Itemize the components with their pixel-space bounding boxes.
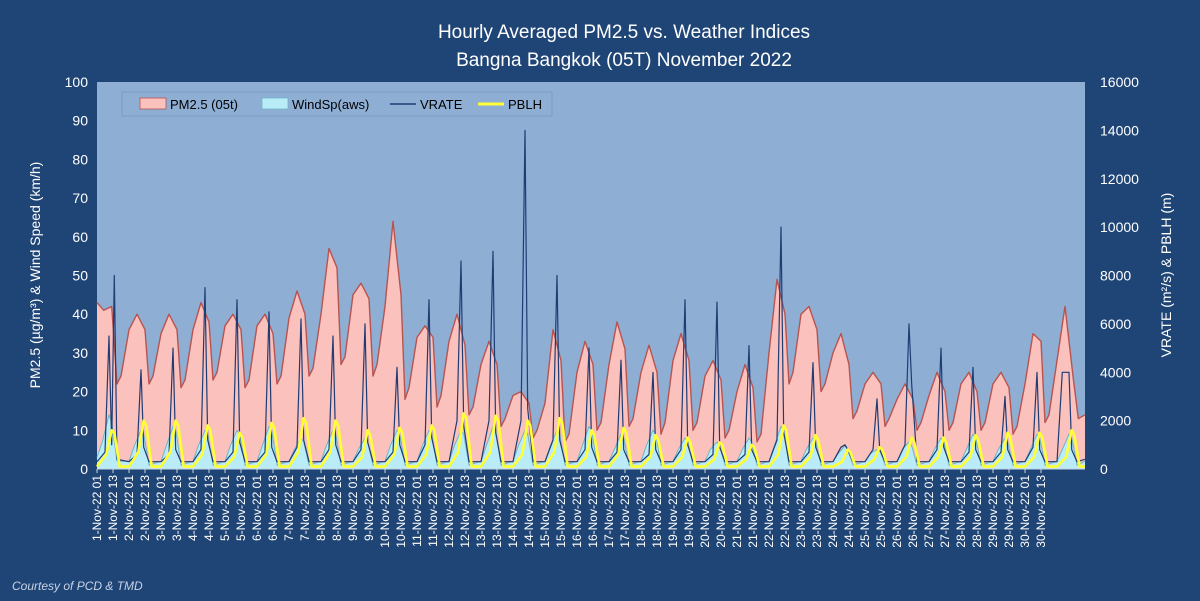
x-tick-label: 28-Nov-22 01 (954, 475, 968, 548)
x-tick-label: 22-Nov-22 13 (778, 475, 792, 548)
x-tick-label: 9-Nov-22 13 (362, 475, 376, 541)
y-left-tick-label: 0 (80, 461, 88, 477)
x-tick-label: 30-Nov-22 01 (1018, 475, 1032, 548)
y-right-tick-label: 14000 (1100, 122, 1139, 138)
y-right-tick-label: 4000 (1100, 364, 1131, 380)
y-right-tick-label: 0 (1100, 461, 1108, 477)
x-tick-label: 2-Nov-22 13 (138, 475, 152, 541)
x-tick-label: 4-Nov-22 13 (202, 475, 216, 541)
x-tick-label: 25-Nov-22 13 (874, 475, 888, 548)
y-left-tick-label: 20 (72, 384, 88, 400)
credit-text: Courtesy of PCD & TMD (12, 579, 143, 593)
x-tick-label: 26-Nov-22 01 (890, 475, 904, 548)
x-tick-label: 20-Nov-22 01 (698, 475, 712, 548)
x-tick-label: 14-Nov-22 13 (522, 475, 536, 548)
chart-subtitle: Bangna Bangkok (05T) November 2022 (456, 50, 792, 71)
x-tick-label: 5-Nov-22 01 (218, 475, 232, 541)
x-tick-label: 4-Nov-22 01 (186, 475, 200, 541)
y-right-tick-label: 12000 (1100, 171, 1139, 187)
y-left-tick-label: 80 (72, 151, 88, 167)
x-tick-label: 7-Nov-22 01 (282, 475, 296, 541)
x-tick-label: 13-Nov-22 01 (474, 475, 488, 548)
x-tick-label: 24-Nov-22 13 (842, 475, 856, 548)
legend-label: VRATE (420, 97, 463, 112)
x-tick-label: 7-Nov-22 13 (298, 475, 312, 541)
y-left-tick-label: 100 (65, 74, 89, 90)
x-tick-label: 17-Nov-22 13 (618, 475, 632, 548)
y-right-tick-label: 6000 (1100, 316, 1131, 332)
x-tick-label: 29-Nov-22 13 (1002, 475, 1016, 548)
x-tick-label: 5-Nov-22 13 (234, 475, 248, 541)
x-tick-label: 10-Nov-22 01 (378, 475, 392, 548)
y-right-tick-label: 2000 (1100, 413, 1131, 429)
x-tick-label: 3-Nov-22 13 (170, 475, 184, 541)
x-tick-label: 3-Nov-22 01 (154, 475, 168, 541)
x-tick-label: 17-Nov-22 01 (602, 475, 616, 548)
legend-swatch (261, 97, 289, 110)
x-tick-label: 15-Nov-22 01 (538, 475, 552, 548)
x-tick-label: 2-Nov-22 01 (122, 475, 136, 541)
y-left-tick-label: 90 (72, 113, 88, 129)
x-tick-label: 28-Nov-22 13 (970, 475, 984, 548)
x-tick-label: 6-Nov-22 01 (250, 475, 264, 541)
x-tick-label: 21-Nov-22 01 (730, 475, 744, 548)
x-tick-label: 14-Nov-22 01 (506, 475, 520, 548)
x-tick-label: 9-Nov-22 01 (346, 475, 360, 541)
legend-swatch (139, 97, 167, 110)
x-tick-label: 30-Nov-22 13 (1034, 475, 1048, 548)
x-tick-label: 15-Nov-22 13 (554, 475, 568, 548)
legend: PM2.5 (05t) WindSp(aws) VRATE PBLH (121, 91, 553, 117)
x-tick-label: 1-Nov-22 13 (106, 475, 120, 541)
x-tick-label: 27-Nov-22 13 (938, 475, 952, 548)
x-tick-label: 20-Nov-22 13 (714, 475, 728, 548)
series-pblh-line (95, 412, 1085, 468)
y-left-tick-label: 10 (72, 422, 88, 438)
y-axis-left-label: PM2.5 (µg/m³) & Wind Speed (km/h) (27, 162, 43, 389)
series-vrate-line (96, 129, 1086, 463)
y-right-tick-label: 8000 (1100, 268, 1131, 284)
x-tick-label: 8-Nov-22 01 (314, 475, 328, 541)
x-tick-label: 11-Nov-22 13 (426, 475, 440, 547)
x-tick-label: 23-Nov-22 13 (810, 475, 824, 548)
y-left-tick-label: 70 (72, 190, 88, 206)
legend-label: WindSp(aws) (292, 97, 369, 112)
x-tick-label: 16-Nov-22 01 (570, 475, 584, 548)
x-tick-label: 29-Nov-22 01 (986, 475, 1000, 548)
y-right-tick-label: 16000 (1100, 74, 1139, 90)
y-left-tick-label: 50 (72, 268, 88, 284)
x-tick-label: 21-Nov-22 13 (746, 475, 760, 548)
x-tick-label: 19-Nov-22 01 (666, 475, 680, 548)
legend-label: PBLH (508, 97, 542, 112)
x-tick-label: 24-Nov-22 01 (826, 475, 840, 548)
y-axis-right-label: VRATE (m²/s) & PBLH (m) (1158, 193, 1174, 358)
x-tick-label: 16-Nov-22 13 (586, 475, 600, 548)
chart-title: Hourly Averaged PM2.5 vs. Weather Indice… (438, 22, 810, 43)
x-tick-label: 6-Nov-22 13 (266, 475, 280, 541)
x-tick-label: 19-Nov-22 13 (682, 475, 696, 548)
x-tick-label: 8-Nov-22 13 (330, 475, 344, 541)
x-tick-label: 11-Nov-22 01 (410, 475, 424, 547)
x-tick-label: 25-Nov-22 01 (858, 475, 872, 548)
x-tick-label: 22-Nov-22 01 (762, 475, 776, 548)
y-left-tick-label: 40 (72, 306, 88, 322)
x-tick-label: 13-Nov-22 13 (490, 475, 504, 548)
series-pm25-area (96, 220, 1086, 443)
x-tick-label: 10-Nov-22 13 (394, 475, 408, 548)
series-pm25-area-fill (97, 221, 1085, 469)
y-left-tick-label: 60 (72, 229, 88, 245)
x-tick-label: 23-Nov-22 01 (794, 475, 808, 548)
x-tick-label: 1-Nov-22 01 (90, 475, 104, 541)
x-tick-label: 12-Nov-22 13 (458, 475, 472, 548)
y-right-tick-label: 10000 (1100, 219, 1139, 235)
x-tick-label: 12-Nov-22 01 (442, 475, 456, 548)
x-tick-label: 27-Nov-22 01 (922, 475, 936, 548)
x-tick-label: 26-Nov-22 13 (906, 475, 920, 548)
y-left-tick-label: 30 (72, 345, 88, 361)
x-tick-label: 18-Nov-22 13 (650, 475, 664, 548)
x-tick-label: 18-Nov-22 01 (634, 475, 648, 548)
legend-label: PM2.5 (05t) (170, 97, 238, 112)
